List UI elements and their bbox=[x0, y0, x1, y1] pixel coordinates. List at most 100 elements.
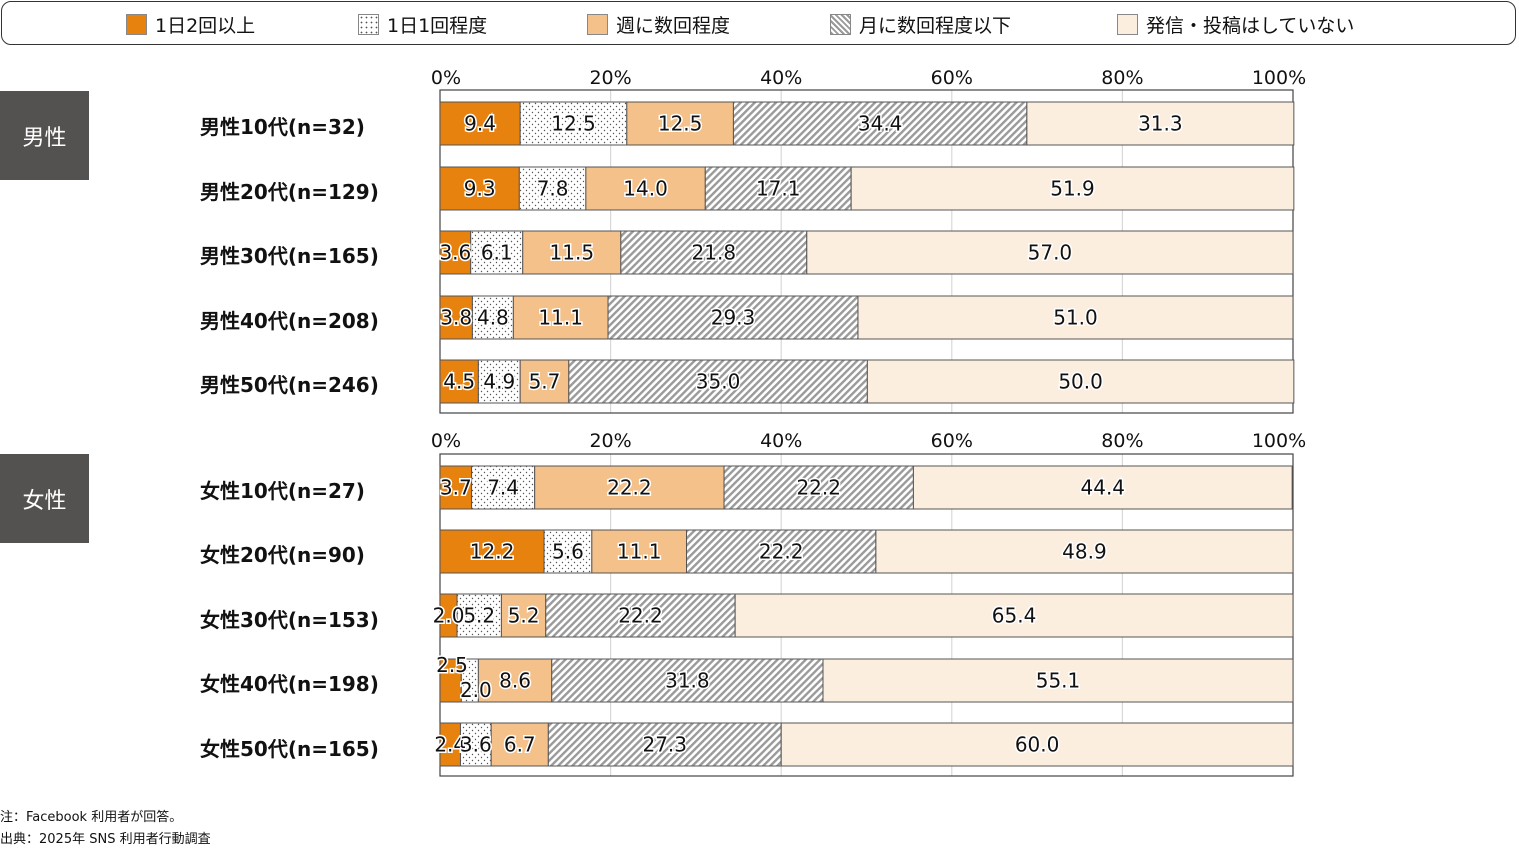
data-label: 34.4 bbox=[858, 112, 903, 136]
legend-item-once-daily: 1日1回程度 bbox=[358, 11, 487, 37]
data-label: 9.4 bbox=[464, 112, 496, 136]
data-label: 14.0 bbox=[623, 177, 668, 201]
bar-segment-once-daily bbox=[471, 465, 536, 510]
bar-segment-few-monthly bbox=[704, 166, 852, 211]
legend-item-twice-daily: 1日2回以上 bbox=[126, 11, 255, 37]
axis-tick-label: 80% bbox=[1101, 430, 1143, 452]
data-label: 3.6 bbox=[460, 733, 492, 757]
bar-segment-few-monthly bbox=[545, 593, 736, 638]
data-label: 44.4 bbox=[1081, 476, 1126, 500]
bar-segment-twice-daily bbox=[439, 722, 461, 767]
bar-segment-twice-daily bbox=[439, 295, 473, 340]
axis-tick-label: 20% bbox=[589, 67, 631, 89]
data-label: 22.2 bbox=[607, 476, 652, 500]
bar-segment-once-daily bbox=[471, 295, 514, 340]
bar-row: 9.3 7.8 14.0 17.1 51.9 bbox=[439, 166, 1295, 211]
bar-row: 3.7 7.4 22.2 22.2 44.4 bbox=[438, 465, 1293, 510]
bar-segment-twice-daily bbox=[439, 166, 520, 211]
data-label: 9.3 bbox=[464, 177, 496, 201]
data-label: 65.4 bbox=[992, 604, 1037, 628]
source-note: 出典：2025年 SNS 利用者行動調査 bbox=[0, 832, 211, 847]
legend-label: 1日1回程度 bbox=[387, 14, 488, 37]
data-label: 35.0 bbox=[696, 370, 741, 394]
bar-segment-few-weekly bbox=[522, 230, 622, 275]
bar-segment-few-monthly bbox=[732, 101, 1028, 146]
data-label: 7.4 bbox=[487, 476, 519, 500]
bar-segment-few-monthly bbox=[568, 359, 868, 404]
data-label: 51.0 bbox=[1053, 306, 1098, 330]
bar-segment-no-posting bbox=[850, 166, 1295, 211]
data-label: 21.8 bbox=[692, 241, 737, 265]
row-label: 男性50代(n=246) bbox=[200, 373, 379, 397]
data-label: 57.0 bbox=[1028, 241, 1073, 265]
row-label: 女性30代(n=153) bbox=[200, 608, 379, 632]
axis-tick-label: 40% bbox=[760, 430, 802, 452]
bar-segment-no-posting bbox=[857, 295, 1294, 340]
data-label: 4.8 bbox=[477, 306, 509, 330]
data-label: 5.2 bbox=[508, 604, 540, 628]
data-label: 5.2 bbox=[463, 604, 495, 628]
legend-item-few-weekly: 週に数回程度 bbox=[587, 11, 730, 37]
data-label: 12.2 bbox=[470, 540, 515, 564]
bar-segment-twice-daily bbox=[439, 593, 458, 638]
bar-row: 9.4 12.5 12.5 34.4 31.3 bbox=[439, 101, 1295, 146]
bar-segment-once-daily bbox=[460, 658, 479, 703]
bar-segment-once-daily bbox=[543, 529, 593, 574]
data-label: 7.8 bbox=[537, 177, 569, 201]
axis-tick-label: 60% bbox=[931, 67, 973, 89]
bar-row: 12.2 5.6 11.1 22.2 48.9 bbox=[439, 529, 1294, 574]
bar-segment-few-monthly bbox=[551, 658, 824, 703]
legend-swatch bbox=[1117, 13, 1138, 35]
data-label: 3.8 bbox=[440, 306, 472, 330]
row-label: 男性20代(n=129) bbox=[200, 180, 379, 204]
axis-tick-label: 0% bbox=[431, 430, 461, 452]
bar-segment-few-weekly bbox=[490, 722, 549, 767]
data-label: 5.7 bbox=[529, 370, 561, 394]
data-label: 29.3 bbox=[711, 306, 756, 330]
row-label: 男性10代(n=32) bbox=[200, 115, 365, 139]
group-label-female: 女性 bbox=[0, 454, 89, 543]
row-label: 女性20代(n=90) bbox=[200, 543, 365, 567]
bar-row: 2.52.0 8.6 31.8 55.1 bbox=[435, 652, 1294, 704]
data-label: 11.5 bbox=[550, 241, 595, 265]
bar-row: 4.5 4.9 5.7 35.0 50.0 bbox=[439, 359, 1295, 404]
bar-segment-no-posting bbox=[866, 359, 1295, 404]
bar-segment-few-monthly bbox=[547, 722, 782, 767]
data-label: 22.2 bbox=[759, 540, 804, 564]
bar-segment-once-daily bbox=[459, 722, 492, 767]
axis-tick-label: 100% bbox=[1252, 430, 1306, 452]
legend-label: 1日2回以上 bbox=[155, 14, 256, 37]
legend-swatch bbox=[358, 13, 379, 35]
bar-row: 2.05.2 5.2 22.2 65.4 bbox=[431, 593, 1294, 638]
axis-tick-label: 100% bbox=[1252, 67, 1306, 89]
bar-row: 2.43.6 6.7 27.3 60.0 bbox=[433, 722, 1294, 767]
axis-tick-label: 40% bbox=[760, 67, 802, 89]
bar-segment-no-posting bbox=[912, 465, 1293, 510]
data-label: 4.5 bbox=[443, 370, 475, 394]
plot-frame bbox=[439, 89, 1294, 414]
bar-segment-few-weekly bbox=[512, 295, 609, 340]
legend-label: 発信・投稿はしていない bbox=[1146, 14, 1355, 37]
legend-item-no-posting: 発信・投稿はしていない bbox=[1117, 11, 1354, 37]
bar-segment-few-weekly bbox=[585, 166, 706, 211]
data-label: 8.6 bbox=[499, 669, 531, 693]
data-label: 3.6 bbox=[439, 241, 471, 265]
data-label: 48.9 bbox=[1062, 540, 1107, 564]
bar-segment-few-weekly bbox=[500, 593, 547, 638]
data-label: 17.1 bbox=[756, 177, 801, 201]
bar-segment-few-monthly bbox=[607, 295, 859, 340]
data-label: 2.4 bbox=[434, 733, 466, 757]
footnote: 注：Facebook 利用者が回答。 bbox=[0, 810, 183, 825]
data-label: 11.1 bbox=[538, 306, 583, 330]
bar-segment-few-monthly bbox=[723, 465, 914, 510]
bar-segment-once-daily bbox=[477, 359, 521, 404]
data-label: 31.3 bbox=[1138, 112, 1183, 136]
data-label: 55.1 bbox=[1036, 669, 1081, 693]
data-label: 5.6 bbox=[552, 540, 584, 564]
legend-swatch bbox=[587, 13, 608, 35]
bar-segment-few-monthly bbox=[620, 230, 808, 275]
bar-segment-twice-daily bbox=[439, 465, 473, 510]
row-label: 男性30代(n=165) bbox=[200, 244, 379, 268]
bar-segment-few-weekly bbox=[626, 101, 734, 146]
plot-frame bbox=[439, 453, 1294, 777]
